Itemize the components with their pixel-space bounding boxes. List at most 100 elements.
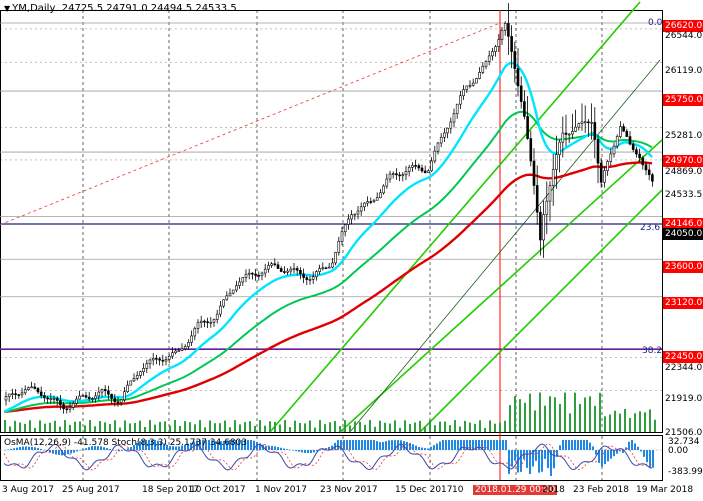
candle <box>196 319 200 334</box>
osma-bar <box>43 449 45 451</box>
volume-bar <box>204 427 206 432</box>
osma-bar <box>442 440 444 450</box>
volume-bar <box>624 409 626 432</box>
candle <box>107 385 110 400</box>
candle <box>599 157 603 188</box>
volume-bar <box>49 422 51 432</box>
candle <box>535 165 539 225</box>
candle <box>622 123 625 132</box>
volume-bar <box>379 420 381 432</box>
osma-bar <box>151 440 153 450</box>
volume-bar <box>359 421 361 432</box>
volume-bar <box>89 420 91 432</box>
volume-bar <box>434 425 436 432</box>
candle <box>401 172 405 182</box>
osma-bar <box>178 446 180 450</box>
candle <box>507 3 510 55</box>
candle <box>155 354 158 365</box>
trend-line-dotted <box>0 22 501 226</box>
osma-bar <box>289 449 291 451</box>
osma-bar <box>316 450 318 452</box>
candle <box>497 34 501 52</box>
osma-bar <box>421 447 423 450</box>
candle <box>526 96 529 140</box>
osma-bar <box>79 450 81 451</box>
osma-bar <box>457 440 459 450</box>
osma-bar <box>244 440 246 450</box>
osma-bar <box>268 445 270 450</box>
candle <box>7 393 11 403</box>
candle <box>593 107 597 159</box>
candle <box>43 391 46 402</box>
osma-bar <box>37 448 39 450</box>
candle <box>523 90 526 120</box>
candle <box>519 76 523 109</box>
candle <box>161 354 165 366</box>
osma-bar <box>382 442 384 450</box>
osma-bar <box>310 450 312 453</box>
osma-bar <box>385 441 387 450</box>
osma-bar <box>130 447 132 450</box>
date-label: 3 Aug 2017 <box>2 485 54 495</box>
candle <box>139 370 142 379</box>
price-label: 22344.0 <box>665 363 703 373</box>
volume-bar <box>374 426 376 432</box>
osma-bar <box>184 444 186 450</box>
osma-bar <box>220 441 222 450</box>
osma-bar <box>355 440 357 450</box>
volume-bar <box>34 427 36 432</box>
osma-bar <box>28 446 30 450</box>
volume-bar <box>64 420 66 432</box>
osma-bar <box>631 440 633 450</box>
price-label: 21919.0 <box>665 394 703 404</box>
candle <box>337 236 341 256</box>
volume-bar <box>324 424 326 432</box>
candle <box>631 141 635 153</box>
candle <box>315 270 318 281</box>
osma-bar <box>394 440 396 450</box>
volume-bar <box>599 392 601 432</box>
candle <box>151 352 155 366</box>
candle <box>305 275 309 286</box>
osma-bar <box>280 447 282 450</box>
osma-bar <box>25 446 27 450</box>
volume-bar <box>279 424 281 432</box>
osma-bar <box>82 449 84 450</box>
candle <box>126 380 129 393</box>
osma-bar <box>208 440 210 450</box>
volume-bar <box>429 420 431 432</box>
osma-bar <box>229 440 231 450</box>
volume-bar <box>399 427 401 432</box>
osma-bar <box>313 450 315 453</box>
candle <box>452 108 456 128</box>
volume-bar <box>529 393 531 432</box>
osma-bar <box>199 440 201 450</box>
osma-bar <box>505 440 507 450</box>
candle <box>369 197 373 205</box>
candle <box>571 113 574 139</box>
osma-bar <box>640 450 642 452</box>
candle <box>11 388 14 400</box>
osma-bar <box>550 450 552 476</box>
price-label: 23600.0 <box>663 261 703 273</box>
osma-bar <box>226 440 228 450</box>
volume-bar <box>44 423 46 432</box>
osma-bar <box>136 443 138 450</box>
osma-bar <box>13 448 15 450</box>
candle <box>558 139 561 173</box>
osma-bar <box>247 440 249 450</box>
candle <box>270 261 273 269</box>
indicator-level-bottom: -383.996 <box>668 467 703 477</box>
volume-bar <box>549 396 551 432</box>
ema-mid-line <box>3 110 653 413</box>
volume-bar <box>19 422 21 432</box>
candle <box>49 393 53 405</box>
volume-bar <box>159 421 161 432</box>
osma-bar <box>337 440 339 450</box>
osma-bar <box>613 450 615 457</box>
volume-bar <box>224 420 226 432</box>
candle <box>366 196 369 207</box>
candle <box>132 373 136 382</box>
